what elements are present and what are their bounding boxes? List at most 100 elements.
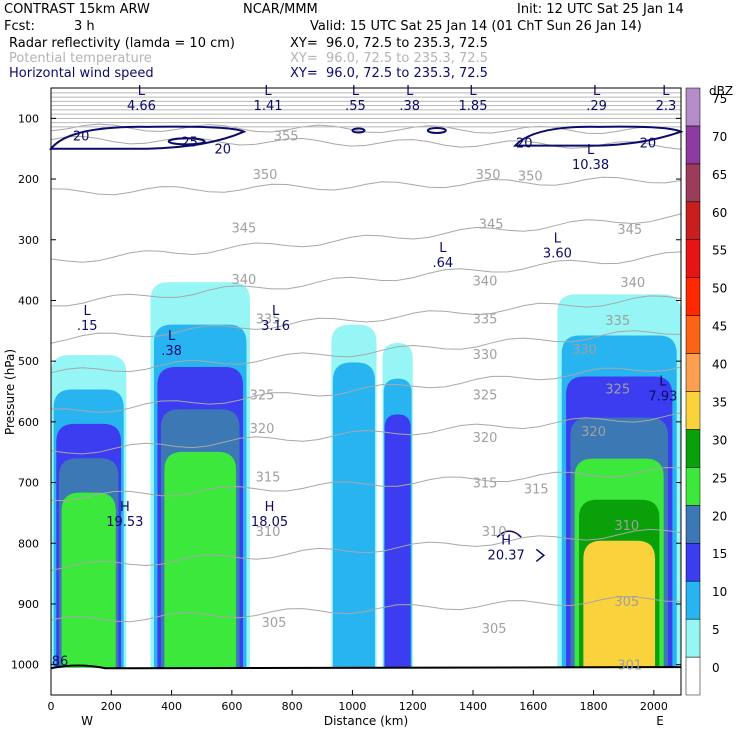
theta-label: 345: [617, 223, 642, 238]
theta-label: 315: [473, 477, 498, 492]
wind-extremum-value: .15: [77, 319, 98, 334]
theta-label: 320: [581, 425, 606, 440]
wind-contour-label: 20: [215, 143, 232, 158]
wind-extremum-marker: L: [406, 84, 414, 99]
theta-label: 305: [262, 616, 287, 631]
field-wind-xy: XY= 96.0, 72.5 to 235.3, 72.5: [290, 66, 488, 81]
colorbar-swatch-30: [685, 429, 701, 468]
wind-extremum-marker: L: [554, 232, 562, 247]
wind-contour-label: 20: [640, 137, 657, 152]
theta-label: 310: [482, 525, 507, 540]
colorbar-swatch-35: [685, 391, 701, 430]
org-label: NCAR/MMM: [243, 2, 318, 17]
init-time: Init: 12 UTC Sat 25 Jan 14: [517, 2, 684, 17]
reflectivity-cell-3-level-15: [384, 414, 411, 668]
colorbar-tick-label: 0: [712, 661, 720, 675]
east-label: E: [656, 714, 664, 728]
field-reflectivity-xy: XY= 96.0, 72.5 to 235.3, 72.5: [290, 36, 488, 51]
field-wind-name: Horizontal wind speed: [9, 66, 154, 81]
colorbar-tick-label: 35: [712, 395, 727, 409]
wind-extremum-value: 1.41: [254, 99, 283, 114]
theta-label: 345: [479, 217, 504, 232]
reflectivity-cell-2-level-10: [332, 362, 375, 668]
theta-label: 350: [253, 168, 278, 183]
theta-label: 325: [473, 389, 498, 404]
colorbar-tick-label: 50: [712, 282, 727, 296]
colorbar-swatch-0: [685, 656, 701, 696]
field-theta-name: Potential temperature: [9, 51, 152, 66]
colorbar-swatch-50: [685, 277, 701, 316]
colorbar-tick-label: 70: [712, 130, 727, 144]
x-tick-label: 0: [48, 700, 55, 713]
wind-extremum-marker: H: [120, 500, 130, 515]
wind-contour-small: [351, 127, 366, 134]
theta-label: 350: [476, 168, 501, 183]
colorbar-tick-label: 60: [712, 206, 727, 220]
theta-contour-310: [50, 528, 682, 572]
wind-contours: [48, 125, 684, 563]
y-tick-label: 400: [18, 294, 39, 307]
wind-extremum-value: .38: [399, 99, 420, 114]
x-tick-label: 1800: [580, 700, 608, 713]
reflectivity-cell-4-level-35: [583, 540, 656, 668]
colorbar-tick-label: 75: [712, 92, 727, 106]
x-tick-label: 1000: [338, 700, 366, 713]
theta-label: 335: [473, 313, 498, 328]
wind-extremum-marker: L: [587, 143, 595, 158]
theta-contour-305: [50, 596, 682, 623]
wind-extremum-value: 2.3: [656, 99, 677, 114]
y-tick-label: 300: [18, 234, 39, 247]
colorbar-swatch-15: [685, 543, 701, 582]
theta-label: 335: [256, 313, 281, 328]
x-tick-label: 1400: [459, 700, 487, 713]
colorbar-swatch-25: [685, 467, 701, 506]
x-tick-label: 1600: [519, 700, 547, 713]
theta-contour-320: [50, 412, 682, 455]
colorbar-tick-label: 55: [712, 244, 727, 258]
wind-contour-label: 20: [73, 129, 90, 144]
wind-extremum-value: 3.16: [261, 319, 290, 334]
wind-contour-label: 20: [516, 137, 533, 152]
theta-contour-345: [50, 213, 682, 263]
wind-contour-20: [496, 530, 522, 538]
terrain-line: [50, 664, 682, 670]
colorbar-swatch-45: [685, 315, 701, 354]
wind-extremum-marker: L: [168, 329, 176, 344]
y-tick-label: 800: [18, 537, 39, 550]
wind-extremum-value: 7.93: [648, 389, 677, 404]
wind-extremum-value: .64: [433, 256, 454, 271]
colorbar-tick-label: 20: [712, 509, 727, 523]
theta-label: 340: [232, 273, 257, 288]
theta-contour-355: [50, 135, 682, 150]
wind-extremum-marker: L: [352, 84, 360, 99]
colorbar-swatch-20: [685, 505, 701, 544]
wind-contour-20: [535, 548, 546, 563]
theta-label: 350: [518, 169, 543, 184]
colorbar-tick-label: 5: [712, 623, 720, 637]
colorbar-tick-label: 30: [712, 433, 727, 447]
axes: 0 200 400 600 800 1000 1200 1400 1600 1800 2000 100…: [11, 112, 681, 713]
theta-contour-340: [51, 251, 682, 307]
y-tick-label: 200: [18, 173, 39, 186]
theta-label: 301: [617, 659, 642, 674]
model-title: CONTRAST 15km ARW: [4, 2, 150, 17]
theta-label: 335: [605, 314, 630, 329]
theta-contour-335: [50, 295, 682, 344]
theta-contour-360: [50, 123, 682, 135]
x-tick-label: 1200: [399, 700, 427, 713]
colorbar-swatch-70: [685, 125, 701, 165]
field-theta-xy: XY= 96.0, 72.5 to 235.3, 72.5: [290, 51, 488, 66]
theta-label: 325: [250, 389, 275, 404]
wind-extremum-marker: L: [439, 241, 447, 256]
x-tick-label: 600: [221, 700, 242, 713]
theta-label: 340: [473, 274, 498, 289]
fcst-label: Fcst:: [4, 19, 35, 34]
wind-extremum-marker: H: [265, 500, 275, 515]
x-tick-label: 2000: [640, 700, 668, 713]
wind-extremum-marker: L: [662, 84, 670, 99]
colorbar-tick-label: 45: [712, 320, 727, 334]
colorbar-tick-label: 40: [712, 358, 727, 372]
y-tick-label: 700: [18, 477, 39, 490]
